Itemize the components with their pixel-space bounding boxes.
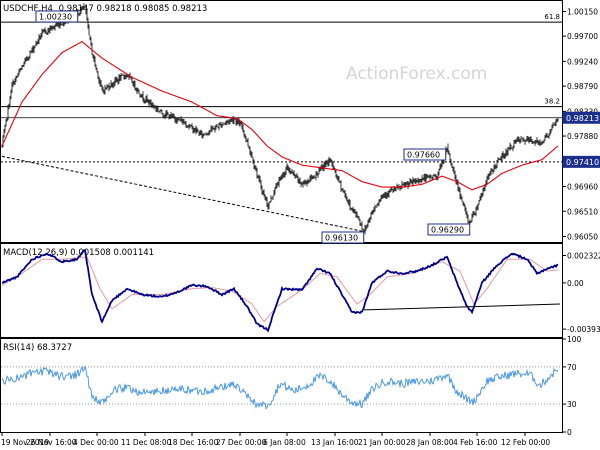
price-tick-label: 0.96510: [567, 207, 598, 216]
ohlc-label: 0.98147 0.98218 0.98085 0.98213: [59, 4, 208, 14]
price-levels: 61.8 38.2: [1, 13, 562, 233]
price-tick-label: 0.96050: [567, 233, 598, 242]
rsi-tick-label: 30: [567, 400, 577, 409]
price-trendline: [1, 155, 365, 233]
price-axis: 1.001500.997000.992400.987900.983300.978…: [562, 7, 598, 242]
time-tick-label: 6 Jan 08:00: [263, 438, 306, 447]
annotation-label: 0.96130: [325, 234, 358, 243]
price-candles: [1, 3, 559, 235]
time-tick-label: 27 Dec 00:00: [216, 438, 267, 447]
macd-tick-label: 0.002322: [567, 252, 600, 261]
rsi-series: 100 70 30 0: [1, 335, 582, 437]
annotation-label-box: [321, 231, 365, 244]
time-tick-label: 4 Dec 00:00: [73, 438, 119, 447]
annotation-label-box: [35, 10, 79, 23]
price-tick-label: 0.99240: [567, 57, 598, 66]
annotation-label: 1.00230: [39, 13, 72, 22]
annotation-label-box: [403, 148, 447, 161]
last-price-tag-box: [562, 111, 600, 124]
time-tick-label: 19 Nov 2019: [1, 438, 49, 447]
time-tick-label: 13 Jan 16:00: [311, 438, 359, 447]
macd-panel-frame: [0, 243, 563, 338]
symbol-label: USDCHF,H4: [3, 4, 53, 14]
price-annotations: 1.00230 0.97660 0.96290 0.96130 0.98213 0.974…: [35, 10, 600, 244]
time-tick-label: 11 Dec 08:00: [121, 438, 172, 447]
rsi-panel-title: RSI(14) 68.3727: [3, 343, 72, 353]
price-tick-label: 0.97880: [567, 132, 598, 141]
time-tick-label: 4 Feb 16:00: [453, 438, 498, 447]
time-tick-label: 26 Nov 16:00: [26, 438, 77, 447]
macd-trendline: [363, 303, 561, 311]
moving-average-line: [1, 40, 559, 191]
macd-tick-label: 0.00: [567, 279, 584, 288]
price-tick-label: 0.99700: [567, 32, 598, 41]
rsi-tick-label: 70: [567, 363, 577, 372]
support-price-tag-box: [562, 155, 600, 168]
time-tick-label: 21 Jan 00:00: [358, 438, 406, 447]
macd-tick-label: -0.003932: [567, 325, 600, 334]
macd-signal-line: [1, 256, 559, 323]
support-price-tag: 0.97410: [566, 158, 599, 167]
price-tick-label: 0.96960: [567, 183, 598, 192]
macd-line: [1, 249, 559, 333]
price-tick-label: 0.98790: [567, 82, 598, 91]
rsi-panel-frame: [0, 338, 563, 433]
last-price-tag: 0.98213: [566, 114, 599, 123]
rsi-line: [1, 365, 559, 410]
rsi-tick-label: 100: [567, 335, 582, 344]
rsi-tick-label: 0: [567, 428, 572, 437]
fib-level-label: 61.8: [544, 13, 560, 21]
moving-average: [1, 40, 559, 191]
time-tick-label: 28 Jan 08:00: [406, 438, 454, 447]
price-panel-title: USDCHF,H4 0.98147 0.98218 0.98085 0.9821…: [3, 4, 207, 14]
time-tick-label: 18 Dec 16:00: [168, 438, 219, 447]
annotation-label: 0.96290: [431, 226, 464, 235]
macd-panel-title: MACD(12,26,9) 0.001508 0.001141: [3, 248, 154, 258]
price-tick-label: 1.00150: [567, 7, 598, 16]
time-tick-label: 12 Feb 00:00: [501, 438, 550, 447]
macd-series: 0.002322 0.00 -0.003932: [1, 249, 600, 334]
fib-level-label: 38.2: [544, 98, 560, 106]
watermark: ActionForex.com: [346, 64, 487, 84]
annotation-label-box: [427, 223, 471, 236]
annotation-label: 0.97660: [407, 151, 440, 160]
